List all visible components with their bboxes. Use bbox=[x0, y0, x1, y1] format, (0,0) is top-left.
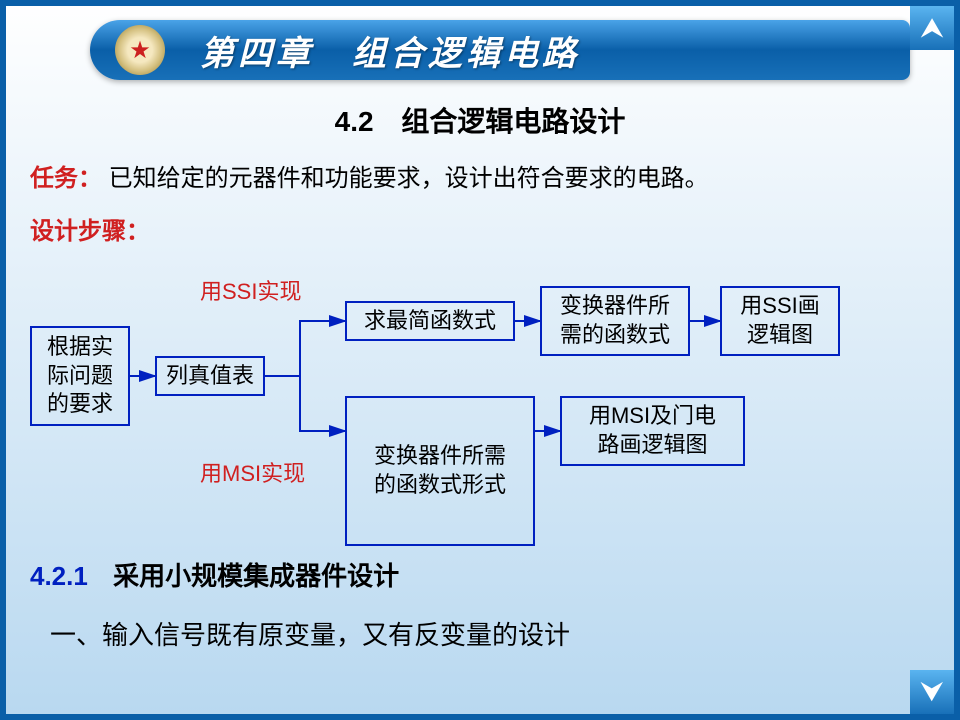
emblem-logo: ★ bbox=[115, 25, 165, 75]
flowchart: 用SSI实现 用MSI实现 根据实 际问题 的要求列真值表求最简函数式变换器件所… bbox=[30, 266, 930, 546]
nav-up-button[interactable]: ⮝ bbox=[910, 6, 954, 50]
task-line: 任务： 已知给定的元器件和功能要求，设计出符合要求的电路。 bbox=[30, 158, 930, 193]
chapter-title: 第四章 组合逻辑电路 bbox=[200, 26, 580, 75]
flow-node-msi1: 变换器件所需 的函数式形式 bbox=[345, 396, 535, 546]
section-name: 组合逻辑电路设计 bbox=[401, 106, 625, 137]
flow-node-root: 根据实 际问题 的要求 bbox=[30, 326, 130, 426]
slide-content: 4.2 组合逻辑电路设计 任务： 已知给定的元器件和功能要求，设计出符合要求的电… bbox=[0, 100, 960, 652]
subsection-title: 4.2.1 采用小规模集成器件设计 bbox=[30, 556, 930, 593]
subsection-name: 采用小规模集成器件设计 bbox=[113, 561, 399, 591]
ssi-branch-label: 用SSI实现 bbox=[200, 274, 301, 306]
chapter-header: ★ 第四章 组合逻辑电路 bbox=[90, 20, 910, 80]
subsection-number: 4.2.1 bbox=[30, 561, 88, 591]
task-text: 已知给定的元器件和功能要求，设计出符合要求的电路。 bbox=[109, 165, 709, 192]
flow-node-ssi3: 用SSI画 逻辑图 bbox=[720, 286, 840, 356]
section-number: 4.2 bbox=[335, 106, 374, 137]
flow-node-ssi1: 求最简函数式 bbox=[345, 301, 515, 341]
chevron-up-icon: ⮝ bbox=[920, 12, 944, 45]
flow-node-msi2: 用MSI及门电 路画逻辑图 bbox=[560, 396, 745, 466]
steps-label: 设计步骤： bbox=[30, 211, 930, 246]
point-one: 一、输入信号既有原变量，又有反变量的设计 bbox=[30, 615, 930, 652]
task-label: 任务： bbox=[30, 165, 102, 192]
flow-node-truth: 列真值表 bbox=[155, 356, 265, 396]
nav-down-button[interactable]: ⮟ bbox=[910, 670, 954, 714]
msi-branch-label: 用MSI实现 bbox=[200, 456, 305, 488]
section-title: 4.2 组合逻辑电路设计 bbox=[30, 100, 930, 140]
flow-node-ssi2: 变换器件所 需的函数式 bbox=[540, 286, 690, 356]
star-icon: ★ bbox=[129, 36, 151, 65]
chevron-down-icon: ⮟ bbox=[920, 676, 944, 709]
